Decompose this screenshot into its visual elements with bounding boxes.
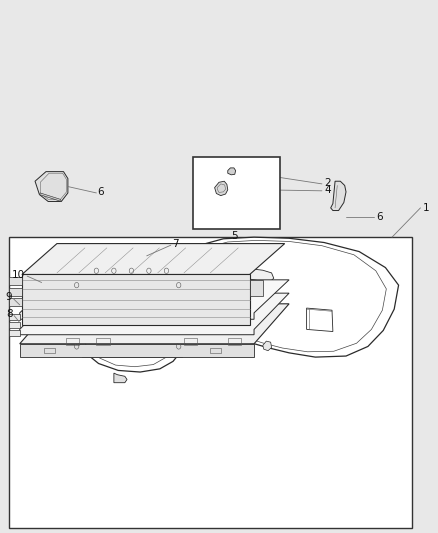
Text: 7: 7 xyxy=(172,239,179,249)
Polygon shape xyxy=(9,288,22,296)
Polygon shape xyxy=(67,249,195,372)
Polygon shape xyxy=(20,280,289,319)
Polygon shape xyxy=(35,172,68,201)
Polygon shape xyxy=(250,280,263,296)
Text: 10: 10 xyxy=(12,270,25,280)
Polygon shape xyxy=(201,237,399,357)
Polygon shape xyxy=(228,168,236,175)
Text: 5: 5 xyxy=(231,231,238,240)
Bar xyxy=(44,348,55,353)
Text: 6: 6 xyxy=(376,212,382,222)
Polygon shape xyxy=(263,341,272,351)
Bar xyxy=(66,338,79,345)
Polygon shape xyxy=(9,277,22,285)
Bar xyxy=(96,338,110,345)
Text: 9: 9 xyxy=(6,293,12,302)
Polygon shape xyxy=(131,264,142,270)
Text: 8: 8 xyxy=(7,310,13,319)
Polygon shape xyxy=(215,181,228,196)
Polygon shape xyxy=(182,317,189,325)
Polygon shape xyxy=(39,193,61,201)
Text: 6: 6 xyxy=(97,187,104,197)
Polygon shape xyxy=(22,244,285,274)
Polygon shape xyxy=(156,285,166,294)
Bar xyxy=(9,237,412,528)
Bar xyxy=(184,338,197,345)
Polygon shape xyxy=(22,274,250,325)
Polygon shape xyxy=(9,298,22,306)
Polygon shape xyxy=(94,269,106,290)
Polygon shape xyxy=(20,344,254,357)
Polygon shape xyxy=(162,268,274,289)
Polygon shape xyxy=(9,322,20,328)
Polygon shape xyxy=(9,330,20,336)
Polygon shape xyxy=(114,373,127,383)
Polygon shape xyxy=(331,181,346,211)
Bar xyxy=(210,348,221,353)
Text: 1: 1 xyxy=(423,203,429,213)
Text: 2: 2 xyxy=(324,179,331,188)
Bar xyxy=(193,157,280,229)
Bar xyxy=(228,338,241,345)
Polygon shape xyxy=(20,293,289,335)
Polygon shape xyxy=(20,304,289,344)
Polygon shape xyxy=(201,319,232,333)
Polygon shape xyxy=(9,314,20,320)
Polygon shape xyxy=(112,261,122,272)
Polygon shape xyxy=(210,297,218,305)
Text: 4: 4 xyxy=(324,185,331,195)
